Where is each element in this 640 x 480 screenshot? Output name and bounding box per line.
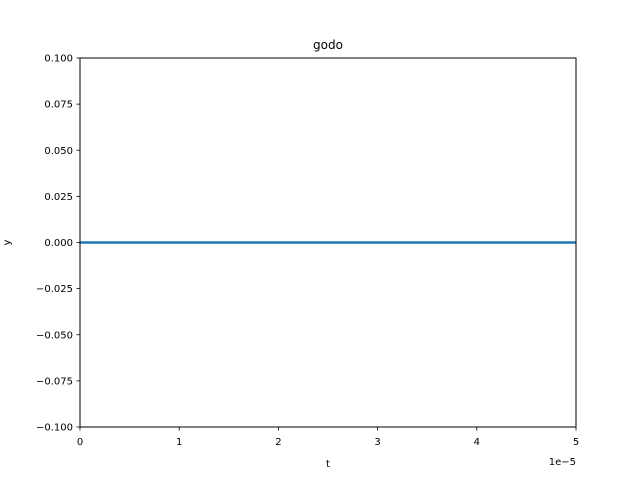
y-tick-label: 0.000 [44,238,73,249]
x-tick-label: 0 [77,437,83,448]
chart-title: godo [313,38,343,52]
y-tick-label: −0.075 [36,376,73,387]
x-tick-label: 4 [474,437,480,448]
y-axis-ticks: 0.100 0.075 0.050 0.025 0.000 −0.025 −0.050 −0.… [36,54,80,434]
x-tick-label: 1 [176,437,182,448]
x-axis-label: t [326,459,330,470]
x-axis-ticks: 0 1 2 3 4 5 [77,427,579,448]
y-tick-label: 0.100 [44,54,73,65]
x-axis-offset-text: 1e−5 [549,457,576,468]
y-tick-label: −0.050 [36,330,73,341]
y-tick-label: −0.100 [36,423,73,434]
x-tick-label: 3 [374,437,380,448]
x-tick-label: 5 [573,437,579,448]
y-tick-label: 0.075 [44,100,73,111]
y-tick-label: −0.025 [36,284,73,295]
x-tick-label: 2 [275,437,281,448]
plot-frame [79,57,577,428]
y-tick-label: 0.025 [44,192,73,203]
y-tick-label: 0.050 [44,146,73,157]
y-axis-label: y [2,239,13,245]
